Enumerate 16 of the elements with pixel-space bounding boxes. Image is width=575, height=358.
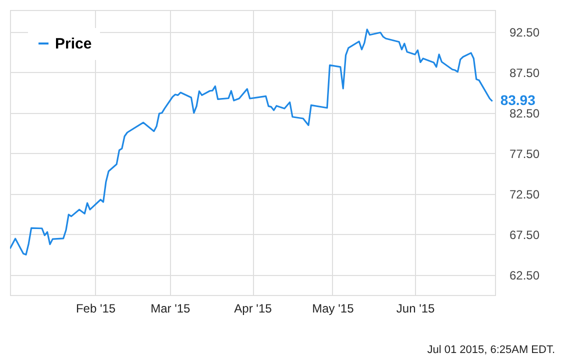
y-tick-label: 92.50 bbox=[510, 25, 540, 40]
y-tick-label: 87.50 bbox=[510, 66, 540, 80]
y-tick-label: 82.50 bbox=[510, 106, 540, 120]
line-series bbox=[10, 28, 494, 256]
x-tick-label: Apr '15 bbox=[234, 302, 272, 316]
legend-label: Price bbox=[55, 36, 92, 52]
text: Jul 01 2015, 6:25AM EDT. bbox=[427, 344, 555, 356]
y-tick-label: 77.50 bbox=[510, 146, 540, 161]
y-tick-label: 67.50 bbox=[510, 228, 540, 242]
x-tick-label: May '15 bbox=[312, 302, 354, 316]
y-tick-label: 72.50 bbox=[510, 187, 540, 202]
x-tick-label: Jun '15 bbox=[396, 302, 436, 316]
x-tick-label: Mar '15 bbox=[150, 302, 191, 316]
data-label: 83.93 bbox=[500, 92, 536, 108]
x-tick-label: Feb '15 bbox=[76, 302, 116, 316]
y-tick-label: 62.50 bbox=[510, 268, 540, 282]
